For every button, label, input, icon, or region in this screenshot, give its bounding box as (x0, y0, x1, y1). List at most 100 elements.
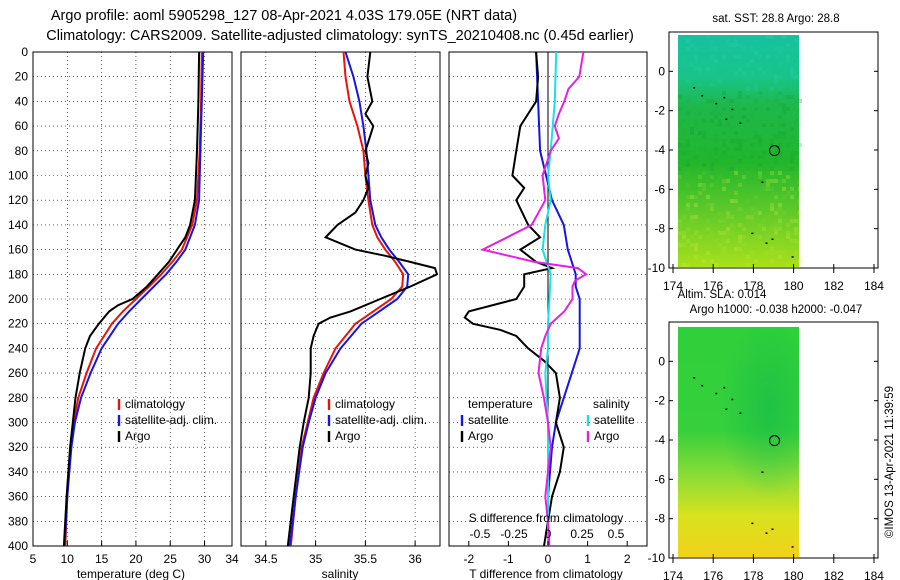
sst-cell (710, 259, 714, 263)
map-y-tick-label: 0 (658, 354, 665, 368)
sst-cell (678, 243, 682, 247)
sst-cell (694, 203, 698, 207)
sst-cell (790, 95, 794, 99)
sst-cell (774, 219, 778, 223)
sst-cell (750, 155, 754, 159)
sst-cell (702, 183, 706, 187)
sla-map-title-2: Argo h1000: -0.038 h2000: -0.047 (690, 304, 863, 316)
sst-cell (690, 63, 694, 67)
sst-cell (706, 255, 710, 259)
sst-cell (746, 147, 750, 151)
sst-cell (738, 71, 742, 75)
sst-cell (690, 131, 694, 135)
x-tick-label: 34 (225, 552, 239, 566)
sst-x-ticks: 174 176 178 180 182 184 (663, 264, 884, 293)
sst-cell (690, 235, 694, 239)
sst-cell (686, 227, 690, 231)
sst-cell (790, 187, 794, 191)
map-x-tick-label: 180 (784, 279, 804, 293)
sst-cell (734, 171, 738, 175)
sst-cell (782, 119, 786, 123)
map-y-tick-label: -10 (648, 551, 666, 565)
sst-cell (786, 83, 790, 87)
sst-cell (746, 95, 750, 99)
sst-cell (678, 95, 682, 99)
sst-cell (774, 151, 778, 155)
sst-cell (730, 147, 734, 151)
sst-cell (774, 159, 778, 163)
sst-cell (694, 247, 698, 251)
sst-cell (714, 239, 718, 243)
sst-cell (686, 151, 690, 155)
sst-cell (722, 143, 726, 147)
sst-cell (798, 87, 802, 91)
sst-cell (778, 131, 782, 135)
sst-cell (758, 67, 762, 71)
sst-cell (678, 259, 682, 263)
sst-cell (694, 47, 698, 51)
sst-cell (730, 127, 734, 131)
depth-tick-label: 140 (8, 218, 28, 232)
sst-cell (722, 55, 726, 59)
sst-cell (734, 139, 738, 143)
sst-cell (774, 147, 778, 151)
sst-cell (714, 139, 718, 143)
sst-cell (782, 187, 786, 191)
sst-cell (678, 67, 682, 71)
sst-cell (742, 255, 746, 259)
difference-x-ticks: -2 -1 0 1 2 (463, 541, 631, 566)
sst-cell (774, 79, 778, 83)
sst-cell (778, 99, 782, 103)
island-dot (771, 528, 774, 530)
sst-cell (678, 79, 682, 83)
sst-cell (750, 147, 754, 151)
sst-cell (738, 43, 742, 47)
sst-cell (710, 43, 714, 47)
s-tick-label: 0.25 (570, 527, 594, 541)
sst-cell (794, 75, 798, 79)
sst-cell (726, 211, 730, 215)
sst-cell (754, 99, 758, 103)
island-dot (715, 392, 718, 395)
sst-cell (710, 99, 714, 103)
sst-cell (678, 175, 682, 179)
sst-cell (694, 155, 698, 159)
sst-cell (754, 51, 758, 55)
sst-cell (722, 151, 726, 155)
island-dot (693, 87, 696, 89)
sst-cell (682, 215, 686, 219)
sst-cell (770, 247, 774, 251)
sst-cell (774, 99, 778, 103)
sst-cell (766, 215, 770, 219)
sst-cell (714, 147, 718, 151)
sst-cell (698, 183, 702, 187)
legend-label-satellite-adj: satellite-adj. clim. (125, 413, 217, 427)
sst-cell (794, 119, 798, 123)
sst-cell (698, 59, 702, 63)
sst-cell (706, 251, 710, 255)
island-dot (715, 102, 718, 105)
sst-cell (786, 263, 790, 267)
legend-salinity-heading: salinity (593, 397, 630, 411)
sst-cell (782, 251, 786, 255)
sst-cell (758, 163, 762, 167)
sst-cell (758, 55, 762, 59)
sst-cell (690, 43, 694, 47)
depth-tick-label: 80 (15, 144, 29, 158)
sst-cell (778, 135, 782, 139)
sst-cell (778, 255, 782, 259)
sst-cell (734, 99, 738, 103)
sst-cell (778, 207, 782, 211)
sst-cell (782, 35, 786, 39)
sst-cell (718, 123, 722, 127)
sst-cell (782, 95, 786, 99)
sst-cell (714, 123, 718, 127)
sst-cell (770, 167, 774, 171)
sst-cell (686, 99, 690, 103)
sst-cell (706, 67, 710, 71)
sst-cell (762, 219, 766, 223)
sst-cell (774, 211, 778, 215)
sst-cell (694, 219, 698, 223)
sst-cell (798, 259, 802, 263)
sst-cell (770, 143, 774, 147)
